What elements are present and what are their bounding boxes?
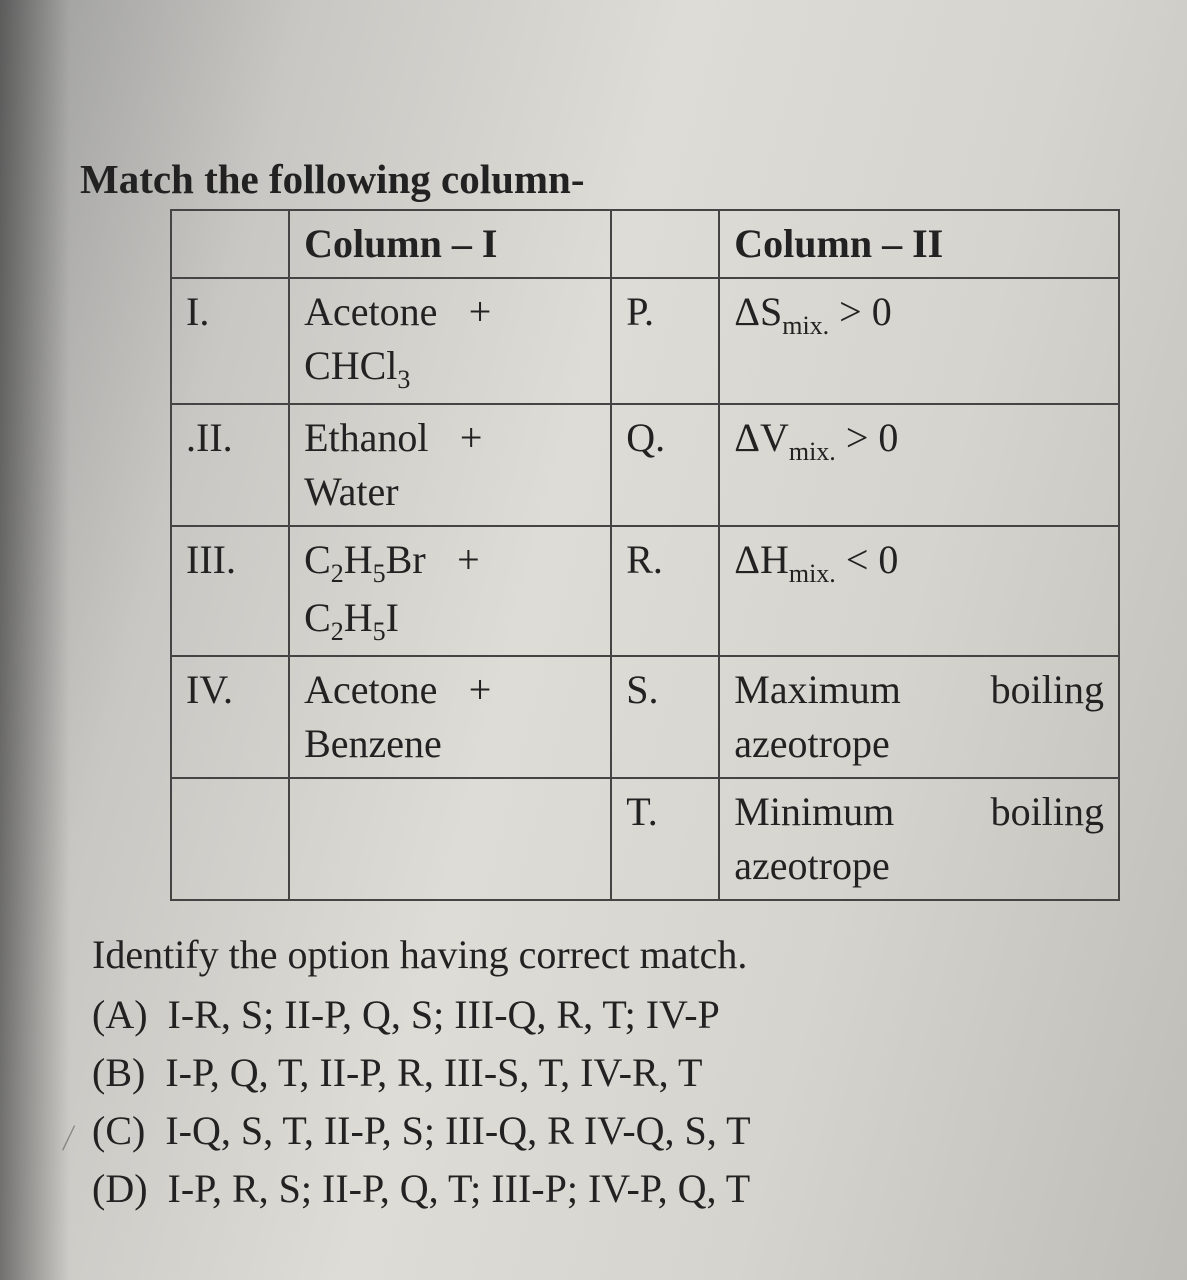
table-row: III.C2H5Br +C2H5IR.ΔHmix. < 0 <box>171 526 1119 656</box>
row-column1-cell: Acetone +CHCl3 <box>289 278 611 404</box>
row-roman: I. <box>171 278 289 404</box>
question-heading: Match the following column- <box>80 155 1120 203</box>
header-blank-2 <box>611 210 719 278</box>
answer-option[interactable]: (D) I-P, R, S; II-P, Q, T; III-P; IV-P, … <box>92 1160 1120 1218</box>
table-header-row: Column – I Column – II <box>171 210 1119 278</box>
row-roman <box>171 778 289 900</box>
question-block: Match the following column- Column – I C… <box>80 155 1120 1218</box>
row-column1-cell: C2H5Br +C2H5I <box>289 526 611 656</box>
row-column2-cell: Maximum boiling azeotrope <box>719 656 1119 778</box>
row-column2-cell: ΔHmix. < 0 <box>719 526 1119 656</box>
header-col1: Column – I <box>289 210 611 278</box>
page-left-shadow <box>0 0 70 1280</box>
margin-tick-mark: ⁄ <box>63 1120 75 1158</box>
answer-option[interactable]: (A) I-R, S; II-P, Q, S; III-Q, R, T; IV-… <box>92 986 1120 1044</box>
table-row: T.Minimum boiling azeotrope <box>171 778 1119 900</box>
row-roman: .II. <box>171 404 289 526</box>
match-table: Column – I Column – II I.Acetone +CHCl3P… <box>170 209 1120 901</box>
options-block: Identify the option having correct match… <box>92 931 1120 1218</box>
row-roman: IV. <box>171 656 289 778</box>
instruction-text: Identify the option having correct match… <box>92 931 1120 978</box>
row-letter: S. <box>611 656 719 778</box>
header-col2: Column – II <box>719 210 1119 278</box>
options-list: (A) I-R, S; II-P, Q, S; III-Q, R, T; IV-… <box>92 986 1120 1218</box>
row-letter: Q. <box>611 404 719 526</box>
row-column1-cell: Ethanol +Water <box>289 404 611 526</box>
row-roman: III. <box>171 526 289 656</box>
answer-option[interactable]: (C) I-Q, S, T, II-P, S; III-Q, R IV-Q, S… <box>92 1102 1120 1160</box>
row-letter: P. <box>611 278 719 404</box>
row-column1-cell: Acetone +Benzene <box>289 656 611 778</box>
row-column1-cell <box>289 778 611 900</box>
table-row: .II.Ethanol +WaterQ.ΔVmix. > 0 <box>171 404 1119 526</box>
table-row: I.Acetone +CHCl3P.ΔSmix. > 0 <box>171 278 1119 404</box>
answer-option[interactable]: (B) I-P, Q, T, II-P, R, III-S, T, IV-R, … <box>92 1044 1120 1102</box>
row-column2-cell: ΔVmix. > 0 <box>719 404 1119 526</box>
row-column2-cell: Minimum boiling azeotrope <box>719 778 1119 900</box>
row-column2-cell: ΔSmix. > 0 <box>719 278 1119 404</box>
header-blank-1 <box>171 210 289 278</box>
row-letter: T. <box>611 778 719 900</box>
row-letter: R. <box>611 526 719 656</box>
table-row: IV.Acetone +BenzeneS.Maximum boiling aze… <box>171 656 1119 778</box>
